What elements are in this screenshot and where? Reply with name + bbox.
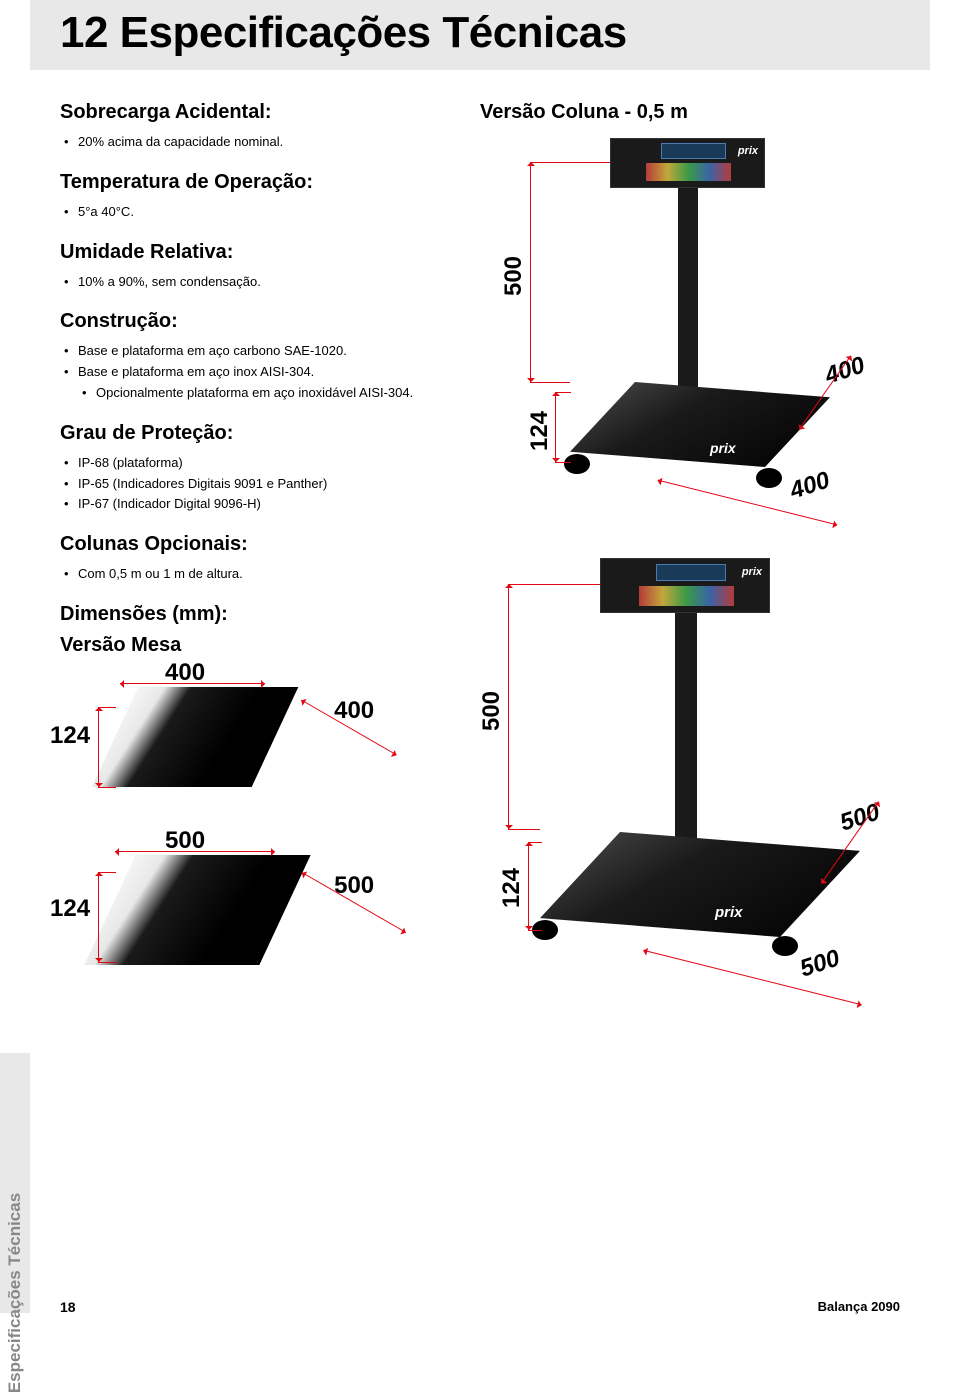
- page-footer: 18 Balança 2090: [60, 1299, 900, 1315]
- dim-ext-line: [530, 382, 570, 383]
- subhead-versao-coluna: Versão Coluna - 0,5 m: [480, 101, 900, 124]
- keypad: [646, 163, 731, 181]
- dim-ext-line: [555, 392, 571, 393]
- subhead-dimensoes: Dimensões (mm):: [60, 603, 460, 626]
- dim-width-right: 400: [334, 697, 374, 725]
- brand-label: prix: [715, 904, 743, 921]
- spec-item: IP-65 (Indicadores Digitais 9091 e Panth…: [60, 474, 460, 495]
- mesa-diagrams-row-1: 124 400 400: [50, 667, 460, 807]
- dim-ext-line: [98, 707, 116, 708]
- dim-ext-line: [528, 842, 542, 843]
- platform-assembly: prix: [540, 832, 860, 942]
- keypad: [639, 586, 734, 606]
- mesa-dim-right: 500: [304, 837, 460, 977]
- subhead-construcao: Construção:: [60, 310, 460, 333]
- lcd-screen: [661, 143, 726, 159]
- subhead-colunas: Colunas Opcionais:: [60, 533, 460, 556]
- product-name: Balança 2090: [818, 1299, 900, 1315]
- title-bar: 12 Especificações Técnicas: [30, 0, 930, 70]
- dim-width-right: 500: [334, 872, 374, 900]
- platform-top: [540, 832, 860, 937]
- column-scale-500: prix prix 500 124 500 500: [480, 552, 880, 1032]
- side-tab-label: Especificações Técnicas: [5, 1193, 25, 1393]
- dim-height: 124: [50, 895, 90, 923]
- side-tab: Especificações Técnicas: [0, 1053, 30, 1313]
- spec-item: IP-67 (Indicador Digital 9096-H): [60, 494, 460, 515]
- subhead-temperatura: Temperatura de Operação:: [60, 171, 460, 194]
- dim-base-height: 124: [498, 868, 526, 908]
- display-unit: prix: [610, 138, 765, 188]
- dim-ext-line: [508, 829, 540, 830]
- mesa-diagrams-row-2: 124 500 500: [50, 837, 460, 977]
- dim-arrow-v: [530, 162, 531, 382]
- dim-ext-line: [98, 962, 116, 963]
- subhead-grau: Grau de Proteção:: [60, 422, 460, 445]
- spec-item: 20% acima da capacidade nominal.: [60, 132, 460, 153]
- right-column: Versão Coluna - 0,5 m prix prix 500: [480, 95, 900, 1032]
- column-pole: [675, 613, 697, 838]
- brand-label: prix: [742, 566, 762, 578]
- scale-foot: [564, 454, 590, 474]
- dim-height: 124: [50, 722, 90, 750]
- dim-ext-line: [528, 930, 542, 931]
- brand-label: prix: [710, 440, 736, 456]
- left-column: Sobrecarga Acidental: 20% acima da capac…: [60, 95, 480, 1032]
- spec-subitem: Opcionalmente plataforma em aço inoxidáv…: [60, 383, 460, 404]
- column-scale-400: prix prix 500 124 400 400: [480, 132, 880, 532]
- mesa-diagram-400: 124 400: [50, 667, 274, 807]
- spec-item: Base e plataforma em aço inox AISI-304.: [60, 362, 460, 383]
- platform-top: [570, 382, 830, 467]
- dim-arrow-h: [115, 851, 275, 852]
- dim-ext-line: [98, 872, 116, 873]
- dim-width: 400: [787, 466, 834, 505]
- dim-arrow-v: [98, 872, 99, 962]
- page-title: 12 Especificações Técnicas: [60, 8, 900, 58]
- dim-arrow-v: [528, 842, 529, 930]
- display-unit: prix: [600, 558, 770, 613]
- dim-pole-height: 500: [478, 691, 506, 731]
- subhead-versao-mesa: Versão Mesa: [60, 634, 460, 657]
- mesa-plate: [92, 687, 299, 787]
- column-pole: [678, 188, 698, 388]
- brand-label: prix: [738, 145, 758, 157]
- dim-ext-line: [508, 584, 600, 585]
- subhead-sobrecarga: Sobrecarga Acidental:: [60, 101, 460, 124]
- dim-ext-line: [555, 462, 571, 463]
- spec-item: 5°a 40°C.: [60, 202, 460, 223]
- spec-item: 10% a 90%, sem condensação.: [60, 272, 460, 293]
- platform-assembly: prix: [570, 382, 830, 472]
- dim-pole-height: 500: [500, 256, 528, 296]
- dim-arrow-v: [508, 584, 509, 829]
- spec-item: Com 0,5 m ou 1 m de altura.: [60, 564, 460, 585]
- dim-ext-line: [530, 162, 610, 163]
- mesa-dim-right: 400: [304, 667, 460, 807]
- page-number: 18: [60, 1299, 76, 1315]
- dim-arrow-v: [555, 392, 556, 462]
- dim-arrow-v: [98, 707, 99, 787]
- subhead-umidade: Umidade Relativa:: [60, 241, 460, 264]
- mesa-plate: [84, 855, 310, 965]
- dim-width: 500: [797, 944, 844, 983]
- dim-ext-line: [98, 787, 116, 788]
- dim-base-height: 124: [526, 411, 554, 451]
- lcd-screen: [656, 564, 726, 581]
- spec-item: IP-68 (plataforma): [60, 453, 460, 474]
- spec-item: Base e plataforma em aço carbono SAE-102…: [60, 341, 460, 362]
- dim-arrow-h: [120, 683, 265, 684]
- scale-foot: [756, 468, 782, 488]
- scale-foot: [772, 936, 798, 956]
- mesa-diagram-500: 124 500: [50, 837, 274, 977]
